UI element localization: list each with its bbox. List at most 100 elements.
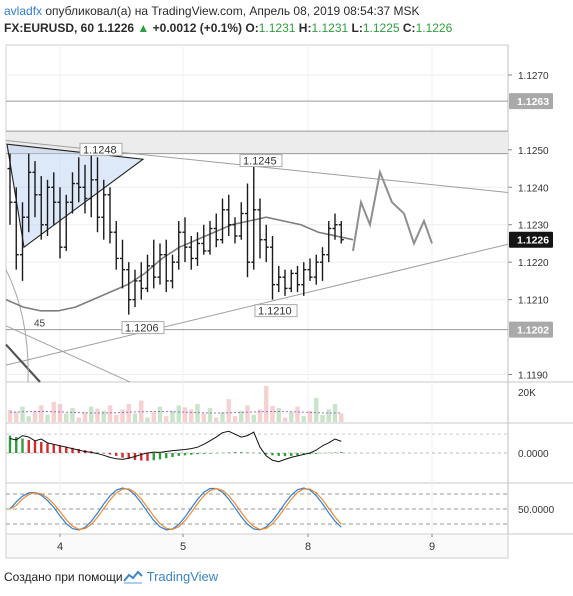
volume-bar [101,410,106,422]
volume-bar [239,410,244,422]
price-candle [188,235,194,270]
volume-bar [320,414,325,422]
price-candle [38,176,44,240]
volume-bar [107,405,113,422]
volume-bar [82,412,88,422]
price-candle [138,262,144,300]
chart-frame [5,44,509,559]
price-label-box [254,304,298,318]
stochastic-axis-label: 50.0000 [518,505,555,516]
volume-bar [76,417,81,422]
price-candle [238,202,244,240]
volume-bar [214,417,219,422]
volume-bar [314,397,319,422]
price-axis-label: 1.1270 [518,71,549,82]
author-link[interactable]: avladfx [4,4,43,18]
volume-bar [157,406,163,422]
fan-line-bold [5,343,41,383]
price-axis-label: 1.1210 [518,296,549,307]
price-candle [101,179,107,240]
price-label-1-1206: 1.1206 [125,323,159,335]
volume-bar [164,416,169,422]
price-candle [151,239,157,289]
volume-bar [114,414,119,422]
price-candle [195,232,200,266]
price-candle [213,213,219,248]
price-candle [107,187,113,244]
price-axis-label: 1.1190 [518,371,548,382]
price-candle [270,235,275,300]
volume-bar [189,409,194,422]
price-candle [182,217,188,263]
price-candle [157,243,163,285]
time-axis-label-8: 8 [305,541,311,553]
price-candle [282,269,288,296]
close-label: C: [402,21,416,35]
price-candle [170,254,175,289]
price-candle [63,194,69,251]
volume-bar [57,404,63,422]
volume-bar [295,406,300,422]
volume-bar [289,412,294,422]
publication-line: avladfx опубликовал(а) на TradingView.co… [4,3,569,20]
price-candle [176,220,182,270]
volume-bar [276,408,281,422]
price-candle [251,164,257,270]
volume-bar [264,386,269,422]
price-badge-label: 1.1202 [517,325,549,337]
volume-bar [282,417,288,422]
oscillator-axis-label: 0.0000 [518,449,549,460]
volume-bar [151,412,156,422]
price-change: +0.0012 (+0.1%) [152,21,243,35]
price-candle [226,194,232,236]
tradingview-brand-link[interactable]: TradingView [146,569,219,584]
price-candle [26,153,32,233]
volume-bar [70,408,75,422]
price-candle [201,224,207,255]
price-candle [163,239,169,293]
chart-area[interactable]: 451.12481.12451.12061.12101.12701.12501.… [0,0,573,565]
volume-bar [307,410,313,422]
volume-bar [51,401,56,422]
price-candle [313,254,319,285]
open-label: O: [245,21,259,35]
price-candle [95,157,100,233]
price-axis-label: 1.1230 [518,221,549,232]
symbol-label: FX:EURUSD, 60 [4,21,95,35]
price-candle [45,179,50,236]
volume-bar [245,405,250,422]
price-candle [288,269,294,293]
up-arrow-icon: ▲ [137,21,150,35]
time-axis-label-5: 5 [180,541,186,553]
tradingview-logo-icon [122,570,143,584]
time-axis-label-4: 4 [57,541,63,553]
price-candle [126,262,132,315]
price-candle [32,161,38,218]
price-candle [145,254,150,293]
price-candle [332,213,338,240]
volume-bar [14,412,19,422]
volume-bar [120,409,125,422]
volume-bar [139,400,144,422]
volume-bar [301,416,306,422]
volume-axis-label: 20K [518,388,536,399]
published-text: опубликовал(а) на TradingView.com, Апрел… [45,4,420,18]
volume-bar [182,407,188,422]
price-candle [301,262,307,296]
volume-average-line [9,411,342,414]
price-candle [307,258,313,281]
price-badge [509,321,553,338]
volume-bar [220,412,225,422]
footer: Создано при помощи TradingView [4,569,218,584]
price-candle [263,224,269,263]
price-candle [20,202,25,281]
resistance-zone [6,131,508,154]
volume-bar [326,409,331,422]
price-candle [338,220,344,244]
price-label-1-1245: 1.1245 [243,156,277,168]
price-candle [320,247,325,281]
price-candle [276,265,282,293]
price-candle [326,220,332,263]
price-candle [113,220,119,270]
price-candle [88,153,94,218]
